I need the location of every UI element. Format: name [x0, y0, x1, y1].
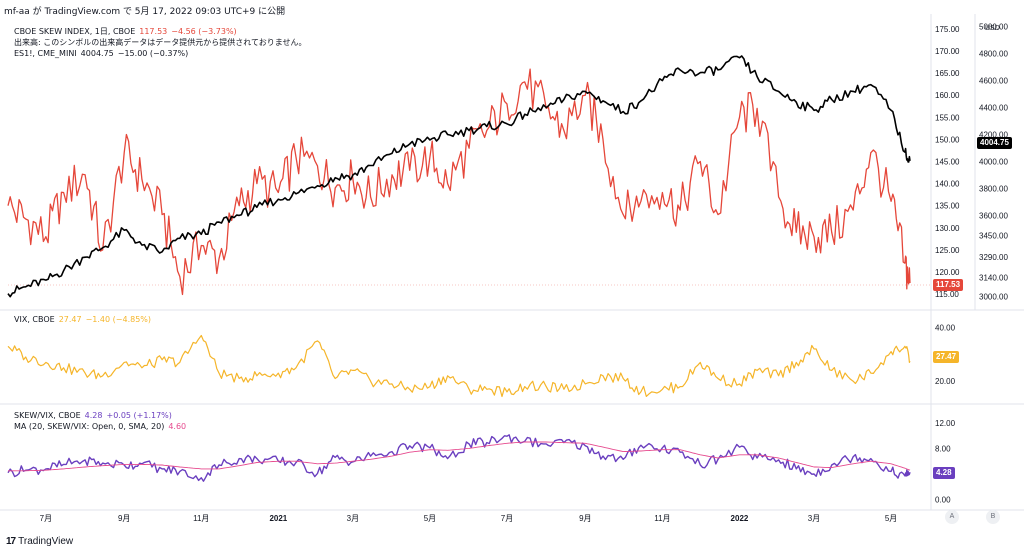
time-axis-tick: 5月 [424, 514, 436, 523]
es-axis-tick: 4600.00 [979, 77, 1008, 86]
time-axis-tick: 2022 [731, 514, 749, 523]
skew-axis-tick: 175.00 [935, 25, 960, 34]
legend-row-vix[interactable]: VIX, CBOE 27.47 −1.40 (−4.85%) [14, 314, 151, 325]
legend-vix-value: 27.47 [58, 315, 82, 324]
es-axis-tick: 4400.00 [979, 104, 1008, 113]
es-axis-tick: 3290.00 [979, 253, 1008, 262]
es-axis-tick: 3140.00 [979, 273, 1008, 282]
es-axis-tick: 3800.00 [979, 184, 1008, 193]
skew-axis-tick: 155.00 [935, 113, 960, 122]
skew-vix-ratio-line[interactable] [7, 434, 911, 482]
ratio-axis-tick: 8.00 [935, 444, 951, 453]
time-axis-tick: 2021 [269, 514, 287, 523]
time-axis-tick: 9月 [118, 514, 130, 523]
es-price-tag: 4004.75 [977, 137, 1012, 149]
skew-axis-tick: 135.00 [935, 202, 960, 211]
skew-price-tag: 117.53 [933, 279, 964, 291]
moving-average-line[interactable] [8, 441, 911, 472]
skew-axis-tick: 115.00 [935, 290, 959, 299]
time-axis-tick: 3月 [347, 514, 359, 523]
skew-axis-tick: 145.00 [935, 158, 960, 167]
es-futures-line[interactable] [7, 55, 911, 298]
skew-axis-tick: 125.00 [935, 246, 960, 255]
ratio-axis-tick: 0.00 [935, 496, 951, 505]
legend-row-ratio[interactable]: SKEW/VIX, CBOE 4.28 +0.05 (+1.17%) [14, 410, 186, 421]
skew-axis-tick: 130.00 [935, 224, 960, 233]
tradingview-logo[interactable]: 17 TradingView [6, 536, 73, 547]
time-axis-tick: 7月 [501, 514, 513, 523]
es-axis-tick: 3600.00 [979, 211, 1008, 220]
skew-axis-tick: 165.00 [935, 69, 960, 78]
ratio-price-tag: 4.28 [933, 467, 955, 479]
skew-axis-tick: 140.00 [935, 180, 960, 189]
es-axis-tick: 3450.00 [979, 232, 1008, 241]
time-axis-tick: 9月 [579, 514, 591, 523]
tradingview-brand: TradingView [18, 536, 74, 547]
ratio-pane-legend: SKEW/VIX, CBOE 4.28 +0.05 (+1.17%) MA (20,… [14, 410, 186, 432]
author-name[interactable]: mf-aa [4, 7, 30, 17]
legend-es-change: −15.00 (−0.37%) [117, 49, 189, 58]
time-axis-tick: 3月 [808, 514, 820, 523]
legend-ratio-change: +0.05 (+1.17%) [106, 411, 172, 420]
es-axis-tick: 5000.00 [979, 23, 1008, 32]
time-axis-tick: 11月 [654, 514, 670, 523]
legend-skew-name: CBOE SKEW INDEX, 1日, CBOE [14, 27, 136, 36]
es-axis-tick: 4800.00 [979, 50, 1008, 59]
legend-row-es[interactable]: ES1!, CME_MINI 4004.75 −15.00 (−0.37%) [14, 48, 307, 59]
right-axis-unit: USD [985, 25, 1000, 32]
legend-volume-notice: 出来高: このシンボルの出来高データはデータ提供元から提供されておりません。 [14, 38, 307, 47]
legend-row-skew[interactable]: CBOE SKEW INDEX, 1日, CBOE 117.53 −4.56 (−3… [14, 26, 307, 37]
publish-caption: mf-aa が TradingView.com で 5月 17, 2022 09… [4, 4, 285, 17]
legend-ratio-name: SKEW/VIX, CBOE [14, 411, 81, 420]
es-axis-tick: 4200.00 [979, 131, 1008, 140]
legend-ma-name: MA (20, SKEW/VIX: Open, 0, SMA, 20) [14, 422, 165, 431]
es-axis-tick: 3000.00 [979, 292, 1008, 301]
skew-axis-tick: 170.00 [935, 47, 960, 56]
vix-line[interactable] [7, 334, 911, 398]
time-axis-tick: 5月 [885, 514, 897, 523]
legend-ratio-value: 4.28 [84, 411, 103, 420]
vix-price-tag: 27.47 [933, 351, 960, 363]
ratio-axis-tick: 12.00 [935, 419, 956, 428]
legend-es-value: 4004.75 [80, 49, 114, 58]
publish-info: が TradingView.com で 5月 17, 2022 09:03 UT… [29, 7, 286, 17]
main-pane-legend: CBOE SKEW INDEX, 1日, CBOE 117.53 −4.56 (−3… [14, 26, 307, 59]
skew-axis-tick: 120.00 [935, 268, 960, 277]
vix-pane-legend: VIX, CBOE 27.47 −1.40 (−4.85%) [14, 314, 151, 325]
legend-skew-value: 117.53 [139, 27, 168, 36]
auto-scale-button[interactable]: A [945, 510, 959, 524]
es-axis-tick: 4000.00 [979, 158, 1008, 167]
skew-axis-tick: 160.00 [935, 91, 960, 100]
vix-axis-tick: 40.00 [935, 323, 956, 332]
skew-index-line[interactable] [7, 68, 911, 296]
legend-skew-change: −4.56 (−3.73%) [171, 27, 237, 36]
legend-vix-name: VIX, CBOE [14, 315, 55, 324]
skew-axis-tick: 150.00 [935, 135, 960, 144]
legend-ma-value: 4.60 [168, 422, 187, 431]
time-axis-tick: 11月 [193, 514, 209, 523]
legend-vix-change: −1.40 (−4.85%) [85, 315, 152, 324]
vix-axis-tick: 20.00 [935, 377, 956, 386]
legend-row-ma[interactable]: MA (20, SKEW/VIX: Open, 0, SMA, 20) 4.60 [14, 421, 186, 432]
legend-es-name: ES1!, CME_MINI [14, 49, 77, 58]
log-scale-button[interactable]: B [986, 510, 1000, 524]
tradingview-logo-mark: 17 [6, 536, 16, 547]
time-axis-tick: 7月 [40, 514, 52, 523]
